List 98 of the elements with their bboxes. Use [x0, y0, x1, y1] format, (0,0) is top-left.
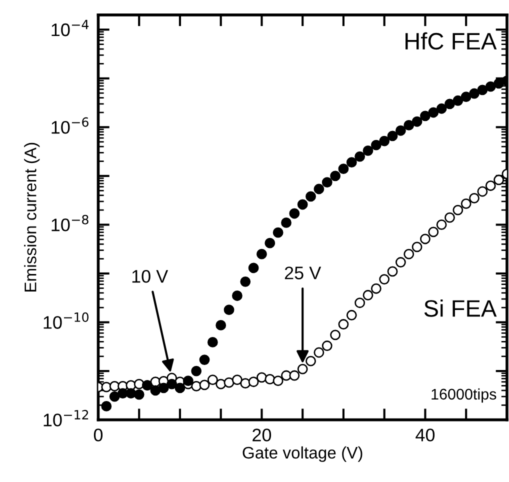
- point: [452, 95, 464, 106]
- point: [404, 248, 414, 260]
- point: [379, 274, 390, 285]
- point: [354, 298, 366, 308]
- point: [362, 290, 374, 300]
- point: [232, 374, 242, 386]
- point: [436, 220, 447, 230]
- point: [109, 391, 120, 402]
- point: [134, 378, 144, 390]
- point: [404, 120, 414, 130]
- point: [330, 330, 341, 340]
- point: [362, 145, 374, 156]
- point: [174, 382, 186, 394]
- point: [166, 378, 178, 390]
- point: [297, 199, 308, 210]
- point: [485, 180, 496, 191]
- point: [354, 151, 366, 162]
- point: [346, 157, 357, 168]
- point: [150, 385, 161, 396]
- point: [494, 78, 504, 89]
- point: [182, 376, 194, 386]
- point: [420, 234, 430, 244]
- point: [444, 98, 455, 110]
- point: [272, 227, 284, 238]
- legend-label: Si FEA: [424, 300, 497, 317]
- point: [338, 164, 349, 174]
- annotation: 25 V: [284, 266, 322, 280]
- point: [199, 380, 210, 390]
- point: [477, 84, 488, 96]
- point: [314, 347, 324, 358]
- point: [436, 103, 447, 114]
- point: [207, 374, 218, 386]
- point: [134, 389, 144, 400]
- point: [428, 226, 439, 238]
- x-axis-title: Gate voltage (V): [242, 446, 362, 462]
- point: [199, 354, 210, 366]
- point: [460, 92, 472, 102]
- point: [272, 376, 284, 386]
- point: [207, 337, 218, 348]
- x-tick-label: 40: [416, 428, 435, 442]
- y-tick-label: 10$^{−4}$: [52, 20, 89, 36]
- annotation: 16000tips: [432, 388, 496, 403]
- point: [216, 320, 226, 330]
- y-tick-label: 10$^{−8}$: [52, 214, 88, 232]
- point: [256, 248, 267, 260]
- point: [485, 81, 496, 92]
- point: [314, 184, 324, 194]
- point: [289, 208, 300, 219]
- point: [428, 107, 439, 118]
- point: [240, 276, 251, 287]
- point: [264, 374, 276, 384]
- point: [101, 401, 112, 412]
- point: [346, 310, 357, 320]
- point: [412, 116, 422, 127]
- point: [420, 110, 430, 122]
- point: [248, 262, 259, 274]
- point: [469, 192, 480, 204]
- point: [322, 177, 332, 188]
- x-tick-label: 0: [94, 428, 103, 442]
- point: [297, 364, 308, 374]
- legend-label: HfC FEA: [406, 32, 497, 50]
- point: [460, 198, 472, 209]
- point: [240, 378, 251, 389]
- point: [370, 140, 382, 150]
- point: [477, 186, 488, 197]
- point: [306, 356, 316, 366]
- point: [256, 372, 267, 383]
- point: [379, 136, 390, 146]
- y-tick-label: 10$^{−12}$: [44, 410, 88, 426]
- point: [395, 257, 406, 268]
- point: [469, 88, 480, 99]
- point: [224, 377, 234, 388]
- point: [158, 382, 169, 394]
- point: [322, 340, 332, 351]
- point: [330, 170, 341, 182]
- y-axis-title: Emission current (A): [24, 142, 40, 292]
- point: [387, 130, 398, 142]
- point: [452, 204, 464, 216]
- point: [387, 266, 398, 277]
- point: [232, 290, 242, 301]
- point: [395, 125, 406, 136]
- point: [412, 242, 422, 252]
- point: [264, 238, 276, 248]
- point: [306, 191, 316, 202]
- point: [224, 304, 234, 316]
- point: [370, 283, 382, 294]
- point: [216, 378, 226, 390]
- annotation: 10 V: [132, 270, 168, 283]
- point: [494, 174, 504, 186]
- point: [338, 319, 349, 330]
- point: [281, 217, 292, 228]
- point: [248, 376, 259, 388]
- y-tick-label: 10$^{−10}$: [44, 312, 89, 329]
- y-tick-label: 10$^{−6}$: [52, 117, 88, 134]
- point: [191, 366, 202, 376]
- point: [444, 212, 455, 223]
- point: [289, 370, 300, 381]
- x-tick-label: 20: [252, 428, 272, 442]
